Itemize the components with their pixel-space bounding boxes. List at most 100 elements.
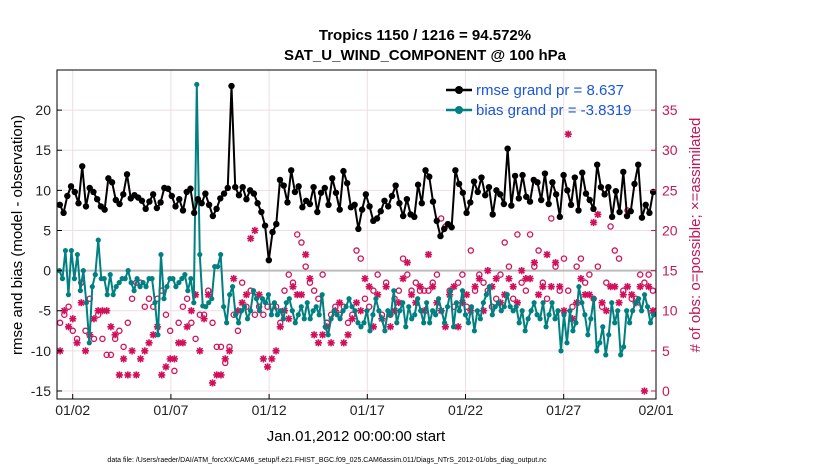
bias-point	[113, 284, 119, 290]
bias-point	[283, 300, 289, 306]
bias-point	[421, 320, 427, 326]
obs-assimilated-point	[522, 275, 530, 283]
rmse-point	[399, 212, 407, 220]
bias-point	[480, 300, 486, 306]
bias-point	[609, 300, 615, 306]
bias-point	[86, 340, 92, 346]
bias-point	[310, 308, 316, 314]
rmse-point	[205, 201, 213, 209]
rmse-point	[523, 193, 530, 200]
obs-assimilated-point	[462, 291, 471, 299]
rmse-point	[642, 201, 649, 209]
bias-point	[594, 348, 600, 354]
obs-assimilated-point	[327, 339, 335, 347]
obs-possible-point	[420, 287, 428, 294]
bias-point	[424, 300, 430, 306]
bias-point	[627, 320, 633, 326]
obs-assimilated-point	[534, 291, 543, 299]
rmse-point	[280, 182, 287, 189]
obs-possible-point	[213, 343, 221, 351]
obs-possible-point	[353, 247, 360, 254]
obs-assimilated-point	[441, 323, 450, 331]
obs-possible-point	[577, 255, 585, 262]
rmse-point	[232, 183, 239, 191]
bias-point	[304, 300, 310, 306]
obs-assimilated-point	[416, 283, 424, 291]
rmse-point	[459, 189, 467, 196]
bias-point	[244, 316, 251, 322]
obs-assimilated-point	[204, 291, 212, 299]
obs-possible-point	[90, 335, 98, 343]
rmse-point	[605, 183, 612, 191]
obs-assimilated-point	[128, 347, 136, 355]
rmse-point	[194, 195, 202, 203]
obs-assimilated-point	[513, 299, 522, 307]
bias-point	[585, 332, 591, 338]
rmse-point	[608, 213, 616, 221]
y-tick-label: -15	[31, 383, 51, 399]
obs-possible-point	[645, 271, 652, 278]
obs-possible-point	[281, 287, 288, 294]
obs-possible-point	[116, 327, 123, 335]
obs-assimilated-point	[374, 291, 382, 299]
chart-subtitle: SAT_U_WIND_COMPONENT @ 100 hPa	[284, 47, 567, 64]
bias-point	[77, 288, 83, 294]
obs-possible-point	[179, 303, 187, 310]
rmse-point	[448, 224, 455, 231]
obs-assimilated-point	[429, 283, 437, 291]
obs-assimilated-point	[488, 283, 496, 291]
bias-point	[280, 316, 286, 322]
rmse-point	[250, 190, 258, 197]
bias-point	[74, 251, 80, 258]
bias-point	[149, 276, 155, 282]
bias-point	[474, 308, 480, 314]
bias-point	[495, 300, 501, 306]
rmse-point	[377, 208, 384, 215]
bias-point	[247, 308, 254, 314]
rmse-point	[332, 189, 340, 196]
bias-point	[313, 304, 319, 310]
bias-point	[197, 251, 203, 258]
bias-point	[370, 312, 376, 318]
rmse-point	[101, 206, 108, 213]
rmse-point	[86, 184, 93, 192]
bias-point	[328, 316, 334, 322]
rmse-point	[612, 187, 620, 195]
bias-point	[630, 308, 636, 314]
bias-point	[259, 296, 266, 302]
rmse-point	[571, 174, 578, 181]
obs-assimilated-point	[348, 315, 356, 323]
bias-point	[110, 292, 116, 298]
bias-point	[352, 308, 358, 314]
obs-assimilated-point	[238, 299, 246, 307]
y-tick-label: -10	[31, 343, 51, 359]
obs-assimilated-point	[471, 283, 479, 291]
bias-point	[477, 316, 483, 322]
obs-assimilated-point	[247, 234, 255, 243]
bias-point	[522, 328, 528, 334]
obs-assimilated-point	[251, 226, 259, 235]
obs-assimilated-point	[225, 347, 234, 355]
obs-possible-point	[302, 263, 309, 270]
rmse-point	[213, 205, 220, 213]
bias-point	[382, 328, 388, 334]
obs-assimilated-point	[560, 307, 568, 315]
y2-tick-label: 35	[662, 102, 678, 118]
obs-assimilated-point	[64, 323, 73, 331]
bias-point	[403, 324, 409, 330]
bias-point	[140, 280, 146, 286]
obs-assimilated-point	[69, 315, 77, 323]
obs-assimilated-point	[302, 250, 310, 259]
obs-assimilated-point	[365, 283, 373, 291]
rmse-point	[422, 167, 429, 174]
data-file-footer: data file: /Users/raeder/DAI/ATM_forcXX/…	[107, 457, 547, 464]
obs-possible-point	[344, 319, 352, 327]
obs-assimilated-point	[297, 291, 306, 299]
rmse-point	[93, 195, 101, 203]
x-tick-label: 01/07	[153, 402, 188, 418]
obs-assimilated-point	[230, 275, 238, 283]
bias-point	[322, 324, 328, 330]
bias-point	[638, 308, 645, 314]
obs-assimilated-point	[357, 307, 365, 315]
obs-possible-point	[404, 271, 411, 278]
